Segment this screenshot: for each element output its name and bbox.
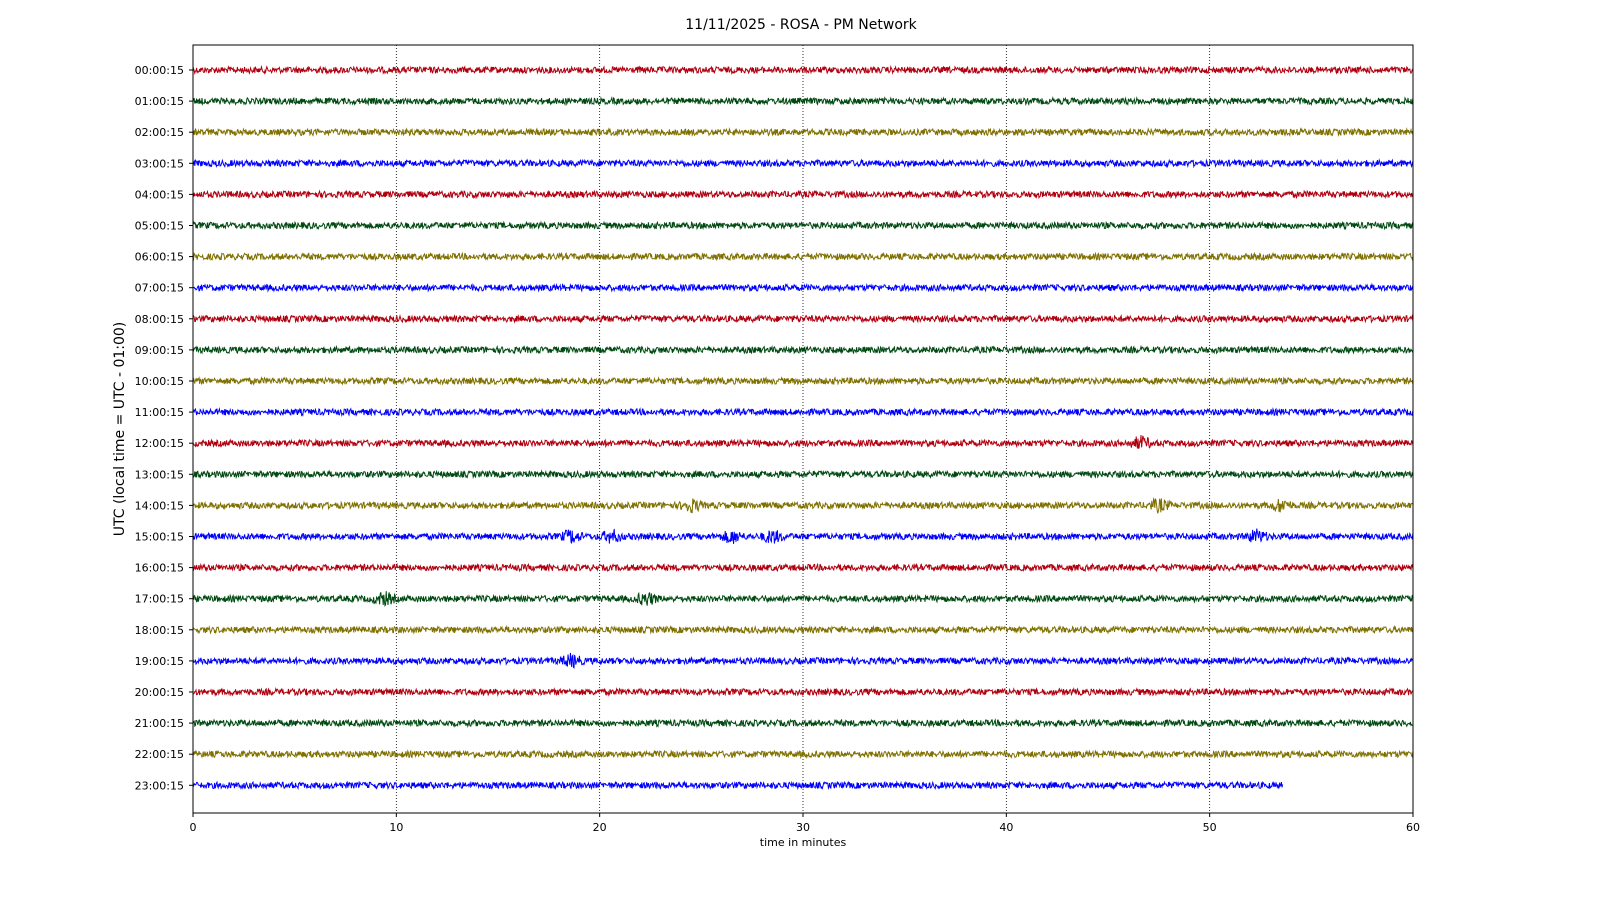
trace-16-00-15: [192, 562, 1414, 573]
chart-title: 11/11/2025 - ROSA - PM Network: [685, 17, 917, 33]
trace-14-00-15: [192, 497, 1414, 514]
x-tick-label: 20: [593, 821, 607, 834]
y-tick-label: 16:00:15: [135, 562, 184, 575]
trace-18-00-15: [192, 624, 1413, 635]
trace-01-00-15: [192, 95, 1414, 107]
trace-21-00-15: [192, 718, 1413, 728]
trace-19-00-15: [192, 652, 1414, 669]
y-tick-label: 07:00:15: [135, 282, 184, 295]
trace-08-00-15: [192, 313, 1414, 324]
y-tick-label: 15:00:15: [135, 531, 184, 544]
trace-02-00-15: [192, 127, 1414, 138]
trace-00-00-15: [192, 64, 1414, 76]
trace-13-00-15: [192, 469, 1414, 480]
x-tick-label: 10: [389, 821, 403, 834]
trace-05-00-15: [192, 220, 1414, 231]
y-tick-label: 20:00:15: [135, 686, 184, 699]
trace-23-00-15: [192, 780, 1284, 791]
trace-07-00-15: [192, 282, 1414, 293]
y-tick-label: 04:00:15: [135, 188, 184, 201]
trace-20-00-15: [192, 686, 1413, 697]
y-tick-label: 18:00:15: [135, 624, 184, 637]
y-tick-label: 01:00:15: [135, 95, 184, 108]
x-tick-label: 0: [190, 821, 197, 834]
trace-12-00-15: [192, 435, 1414, 449]
x-tick-label: 40: [999, 821, 1013, 834]
y-tick-label: 08:00:15: [135, 313, 184, 326]
y-tick-labels: 00:00:15 01:00:15 02:00:15 03:00:15 04:00:15…: [135, 64, 193, 792]
y-tick-label: 00:00:15: [135, 64, 184, 77]
y-tick-label: 03:00:15: [135, 157, 184, 170]
y-tick-label: 02:00:15: [135, 126, 184, 139]
trace-22-00-15: [192, 749, 1414, 760]
y-tick-label: 21:00:15: [135, 717, 184, 730]
x-tick-label: 30: [796, 821, 810, 834]
y-tick-label: 13:00:15: [135, 468, 184, 481]
y-tick-label: 23:00:15: [135, 779, 184, 792]
trace-10-00-15: [192, 375, 1414, 386]
x-tick-labels: 0 10 20 30 40 50 60: [190, 813, 1420, 834]
trace-03-00-15: [192, 158, 1414, 169]
y-tick-label: 11:00:15: [135, 406, 184, 419]
x-tick-label: 50: [1203, 821, 1217, 834]
y-tick-label: 12:00:15: [135, 437, 184, 450]
trace-11-00-15: [192, 407, 1414, 417]
y-tick-label: 17:00:15: [135, 593, 184, 606]
x-tick-label: 60: [1406, 821, 1420, 834]
y-tick-label: 14:00:15: [135, 499, 184, 512]
y-tick-label: 22:00:15: [135, 748, 184, 761]
y-axis-label: UTC (local time = UTC - 01:00): [112, 322, 128, 537]
y-tick-label: 05:00:15: [135, 220, 184, 233]
trace-15-00-15: [192, 528, 1414, 544]
trace-09-00-15: [192, 344, 1414, 355]
y-tick-label: 06:00:15: [135, 251, 184, 264]
y-tick-label: 09:00:15: [135, 344, 184, 357]
trace-17-00-15: [192, 591, 1414, 607]
seismogram-traces: [192, 64, 1414, 791]
trace-04-00-15: [192, 189, 1414, 200]
y-tick-label: 10:00:15: [135, 375, 184, 388]
grid-lines: [395, 45, 1211, 813]
y-tick-label: 19:00:15: [135, 655, 184, 668]
trace-06-00-15: [192, 251, 1414, 262]
x-axis-label: time in minutes: [760, 836, 847, 849]
